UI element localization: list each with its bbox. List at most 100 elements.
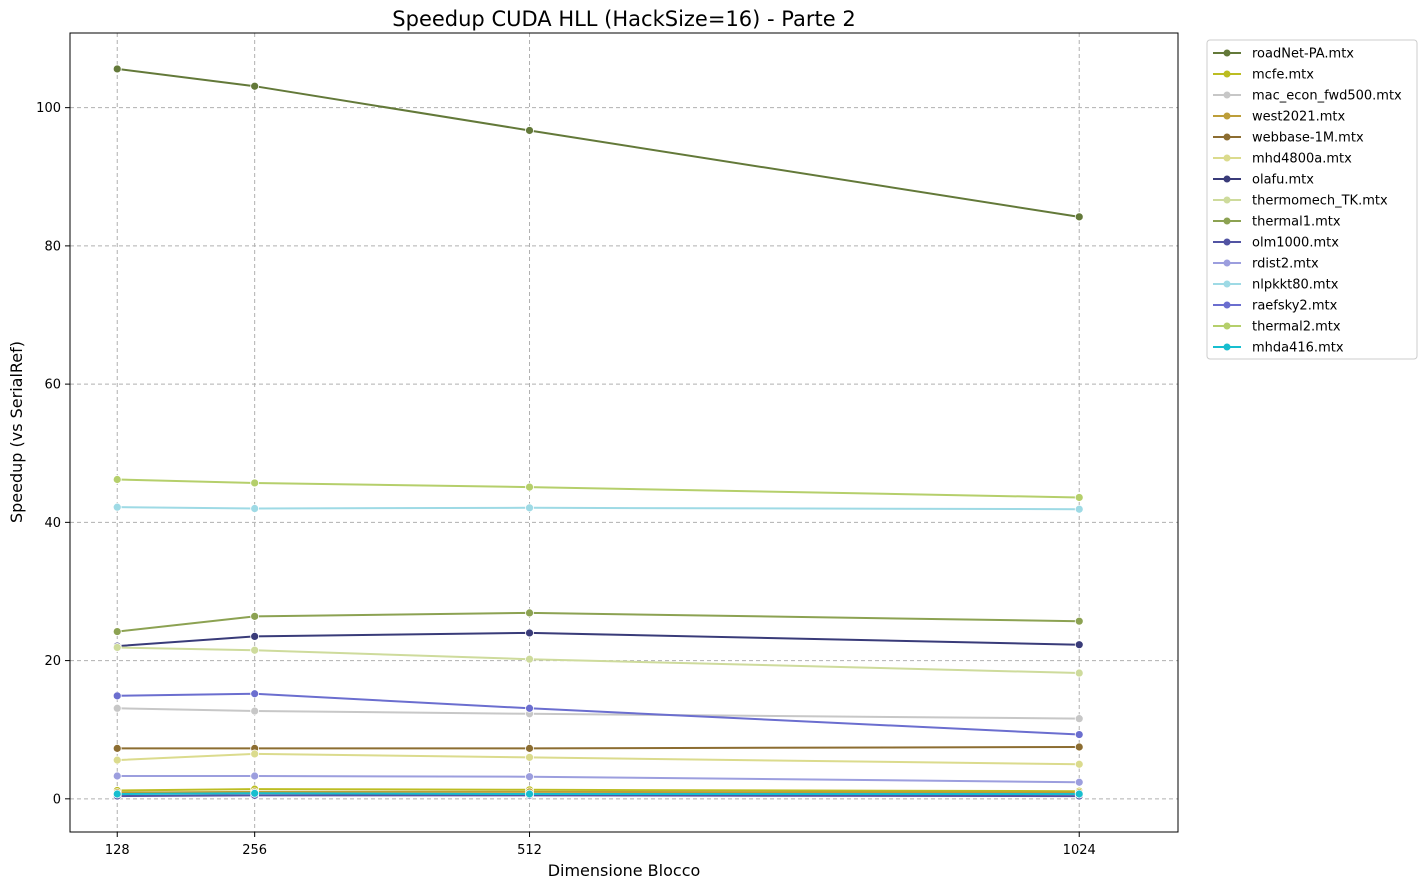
legend-entry: roadNet-PA.mtx xyxy=(1213,47,1354,62)
chart-title: Speedup CUDA HLL (HackSize=16) - Parte 2 xyxy=(392,7,855,31)
data-point xyxy=(1074,668,1084,678)
series-thermal1.mtx xyxy=(112,608,1084,636)
series-line xyxy=(117,775,1080,784)
data-point xyxy=(112,475,122,484)
legend-entry: olm1000.mtx xyxy=(1213,236,1339,251)
series-line xyxy=(117,67,1080,218)
data-point xyxy=(1074,714,1084,724)
x-tick-label: 1024 xyxy=(1063,843,1096,858)
legend-marker xyxy=(1223,343,1231,351)
data-point xyxy=(112,643,122,652)
legend-entry: raefsky2.mtx xyxy=(1213,299,1338,314)
data-point xyxy=(525,654,534,664)
x-tick-label: 128 xyxy=(105,843,130,858)
legend-label: nlpkkt80.mtx xyxy=(1252,278,1339,293)
data-point xyxy=(112,743,122,753)
legend-entry: mac_econ_fwd500.mtx xyxy=(1213,89,1402,104)
legend-marker xyxy=(1223,70,1231,78)
data-point xyxy=(525,789,534,799)
legend-marker xyxy=(1223,259,1231,267)
series-mhd4800a.mtx xyxy=(112,749,1084,769)
legend-marker xyxy=(1223,280,1231,288)
legend-label: rdist2.mtx xyxy=(1252,257,1319,272)
data-point xyxy=(112,502,122,512)
legend-label: roadNet-PA.mtx xyxy=(1252,47,1354,62)
data-point xyxy=(1074,493,1084,502)
series-nlpkkt80.mtx xyxy=(112,502,1084,514)
series-line xyxy=(117,631,1080,648)
series-line xyxy=(117,707,1080,720)
legend-entry: thermal1.mtx xyxy=(1213,215,1341,230)
data-point xyxy=(250,504,260,513)
legend-entry: mhda416.mtx xyxy=(1213,341,1344,356)
axes: 128 256 512 1024 0 20 40 60 80 100 xyxy=(36,101,1096,858)
legend-entry: west2021.mtx xyxy=(1213,110,1345,125)
data-point xyxy=(525,752,534,762)
legend-entry: thermomech_TK.mtx xyxy=(1213,194,1388,209)
data-point xyxy=(250,81,260,91)
legend-label: mhd4800a.mtx xyxy=(1252,152,1352,167)
data-point xyxy=(250,788,260,798)
data-point xyxy=(525,503,534,513)
data-point xyxy=(525,703,534,713)
legend-marker xyxy=(1223,322,1231,330)
plot-frame xyxy=(69,32,1179,833)
data-point xyxy=(112,64,122,74)
series-roadNet-PA.mtx xyxy=(112,64,1084,222)
series-thermomech_TK.mtx xyxy=(112,643,1084,678)
legend-label: mcfe.mtx xyxy=(1252,68,1314,83)
series-line xyxy=(117,788,1080,793)
data-point xyxy=(250,645,260,655)
y-tick-label: 80 xyxy=(44,239,61,254)
legend-label: olafu.mtx xyxy=(1252,173,1314,188)
data-point xyxy=(1074,616,1084,626)
data-point xyxy=(1074,777,1084,787)
data-point xyxy=(525,772,534,782)
data-point xyxy=(1074,759,1084,769)
series-line xyxy=(117,752,1080,766)
x-axis-title: Dimensione Blocco xyxy=(548,861,701,880)
legend-marker xyxy=(1223,217,1231,225)
series-line xyxy=(117,646,1080,674)
x-tick-label: 256 xyxy=(242,843,267,858)
legend-entry: webbase-1M.mtx xyxy=(1213,131,1364,146)
data-point xyxy=(1074,212,1084,222)
series-line xyxy=(117,792,1080,795)
grid xyxy=(70,33,1178,832)
data-point xyxy=(250,749,260,759)
data-point xyxy=(525,608,534,618)
legend-entry: rdist2.mtx xyxy=(1213,257,1319,272)
series-line xyxy=(117,790,1080,794)
legend-marker xyxy=(1223,133,1231,141)
data-point xyxy=(525,482,534,492)
legend-frame xyxy=(1206,39,1418,360)
legend-entry: mhd4800a.mtx xyxy=(1213,152,1352,167)
legend-label: thermal1.mtx xyxy=(1252,215,1341,230)
legend-marker xyxy=(1223,91,1231,99)
series-rdist2.mtx xyxy=(112,771,1084,787)
data-point xyxy=(250,478,260,488)
data-point xyxy=(525,743,534,753)
data-point xyxy=(525,126,534,135)
y-tick-label: 40 xyxy=(44,516,61,531)
legend-marker xyxy=(1223,238,1231,246)
series-line xyxy=(117,794,1080,798)
legend-marker xyxy=(1223,49,1231,57)
legend-marker xyxy=(1223,196,1231,204)
legend-entry: olafu.mtx xyxy=(1213,173,1314,188)
series-line xyxy=(117,692,1080,736)
data-point xyxy=(112,771,122,781)
legend-entry: nlpkkt80.mtx xyxy=(1213,278,1339,293)
data-point xyxy=(525,628,534,638)
data-point xyxy=(112,627,122,636)
data-point xyxy=(1074,789,1084,799)
legend-marker xyxy=(1223,154,1231,162)
y-tick-label: 60 xyxy=(44,378,61,393)
series-line xyxy=(117,478,1080,499)
legend-marker xyxy=(1223,175,1231,183)
data-point xyxy=(1074,730,1084,739)
data-point xyxy=(1074,742,1084,752)
data-point xyxy=(112,691,122,701)
